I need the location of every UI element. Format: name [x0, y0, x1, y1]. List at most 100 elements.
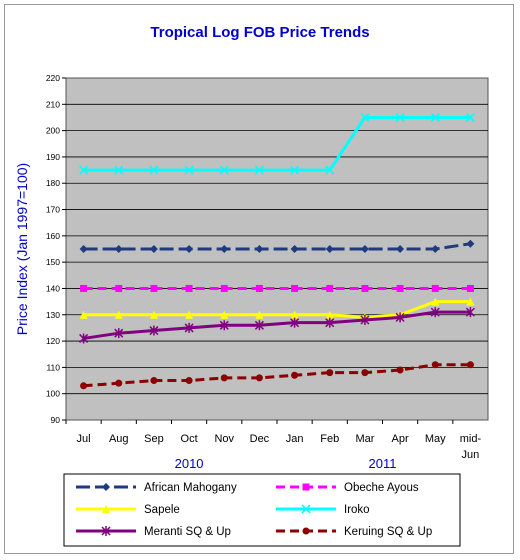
- data-point-keruing-sq-up: [150, 377, 158, 385]
- x-tick-label: Dec: [250, 433, 270, 445]
- x-tick-label: Oct: [181, 433, 198, 445]
- data-point-obeche-ayous: [326, 284, 334, 292]
- x-tick-label: Mar: [355, 433, 374, 445]
- data-point-keruing-sq-up: [80, 382, 88, 390]
- data-point-meranti-sq-up: [430, 307, 440, 318]
- legend-marker-sapele: [102, 505, 110, 513]
- data-point-meranti-sq-up: [219, 320, 229, 331]
- x-tick-label: Nov: [214, 433, 234, 445]
- y-tick-label: 160: [46, 231, 60, 241]
- data-point-keruing-sq-up: [291, 371, 299, 379]
- data-point-keruing-sq-up: [326, 369, 334, 377]
- data-point-keruing-sq-up: [431, 361, 439, 369]
- data-point-sapele: [466, 297, 475, 306]
- data-point-meranti-sq-up: [114, 328, 124, 339]
- data-point-african-mahogany: [185, 245, 194, 253]
- data-point-meranti-sq-up: [149, 325, 159, 336]
- data-point-meranti-sq-up: [79, 333, 89, 344]
- data-point-obeche-ayous: [185, 284, 193, 292]
- data-point-meranti-sq-up: [254, 320, 264, 331]
- data-point-african-mahogany: [290, 245, 299, 253]
- data-point-obeche-ayous: [396, 284, 404, 292]
- data-point-sapele: [114, 310, 123, 319]
- data-point-african-mahogany: [325, 245, 334, 253]
- data-point-iroko: [395, 112, 405, 122]
- series-line-iroko: [83, 115, 471, 172]
- x-tick-label: Jan: [286, 433, 304, 445]
- data-point-meranti-sq-up: [184, 322, 194, 333]
- x-tick-label-cont: Jun: [462, 449, 480, 461]
- data-point-sapele: [255, 310, 264, 319]
- data-point-iroko: [79, 165, 89, 175]
- data-point-iroko: [290, 165, 300, 175]
- data-point-african-mahogany: [149, 245, 158, 253]
- series-line-sapele: [83, 300, 471, 319]
- data-point-keruing-sq-up: [115, 379, 123, 387]
- data-point-obeche-ayous: [220, 284, 228, 292]
- data-point-obeche-ayous: [291, 284, 299, 292]
- data-point-iroko: [114, 165, 124, 175]
- y-tick-label: 200: [46, 126, 60, 136]
- data-point-meranti-sq-up: [290, 317, 300, 328]
- data-point-african-mahogany: [114, 245, 123, 253]
- data-point-iroko: [219, 165, 229, 175]
- y-tick-label: 150: [46, 257, 60, 267]
- data-point-iroko: [184, 165, 194, 175]
- data-point-sapele: [431, 297, 440, 306]
- series-line-african-mahogany: [83, 242, 471, 251]
- x-tick-label: mid-: [460, 433, 482, 445]
- y-tick-label: 130: [46, 310, 60, 320]
- data-point-meranti-sq-up: [360, 315, 370, 326]
- series-line-meranti-sq-up: [83, 310, 471, 340]
- data-point-obeche-ayous: [361, 284, 369, 292]
- data-point-keruing-sq-up: [466, 361, 474, 369]
- legend-label-african-mahogany: African Mahogany: [144, 482, 237, 494]
- data-point-african-mahogany: [79, 245, 88, 253]
- data-point-obeche-ayous: [150, 284, 158, 292]
- legend-marker-keruing-sq-up: [302, 527, 310, 535]
- data-point-african-mahogany: [255, 245, 264, 253]
- y-axis-label: Price Index (Jan 1997=100): [14, 163, 30, 335]
- y-tick-label: 120: [46, 336, 60, 346]
- y-tick-label: 110: [46, 362, 60, 372]
- data-point-obeche-ayous: [115, 284, 123, 292]
- data-point-keruing-sq-up: [396, 366, 404, 374]
- legend-label-keruing-sq-up: Keruing SQ & Up: [344, 526, 432, 538]
- data-point-iroko: [325, 165, 335, 175]
- data-point-african-mahogany: [431, 245, 440, 253]
- y-tick-label: 190: [46, 152, 60, 162]
- legend-label-meranti-sq-up: Meranti SQ & Up: [144, 526, 231, 538]
- y-tick-label: 220: [46, 73, 60, 83]
- data-point-iroko: [254, 165, 264, 175]
- data-point-african-mahogany: [396, 245, 405, 253]
- x-tick-label: Aug: [109, 433, 129, 445]
- y-tick-label: 90: [51, 415, 61, 425]
- legend-marker-iroko: [301, 504, 311, 514]
- x-tick-label: May: [425, 433, 446, 445]
- data-point-meranti-sq-up: [395, 312, 405, 323]
- y-tick-label: 210: [46, 99, 60, 109]
- data-point-iroko: [430, 112, 440, 122]
- data-point-keruing-sq-up: [255, 374, 263, 382]
- data-point-meranti-sq-up: [465, 307, 475, 318]
- data-point-keruing-sq-up: [220, 374, 228, 382]
- data-point-sapele: [79, 310, 88, 319]
- legend-marker-african-mahogany: [102, 483, 110, 491]
- x-tick-label: Sep: [144, 433, 164, 445]
- x-tick-label: Apr: [392, 433, 409, 445]
- data-point-iroko: [360, 112, 370, 122]
- y-tick-label: 180: [46, 178, 60, 188]
- data-point-keruing-sq-up: [185, 377, 193, 385]
- data-point-keruing-sq-up: [361, 369, 369, 377]
- data-point-sapele: [149, 310, 158, 319]
- y-tick-label: 140: [46, 283, 60, 293]
- data-point-sapele: [185, 310, 194, 319]
- data-point-obeche-ayous: [431, 284, 439, 292]
- data-point-african-mahogany: [360, 245, 369, 253]
- data-point-obeche-ayous: [80, 284, 88, 292]
- y-tick-label: 170: [46, 205, 60, 215]
- legend-label-iroko: Iroko: [344, 504, 370, 516]
- x-tick-label: Jul: [77, 433, 91, 445]
- series-line-keruing-sq-up: [83, 363, 471, 388]
